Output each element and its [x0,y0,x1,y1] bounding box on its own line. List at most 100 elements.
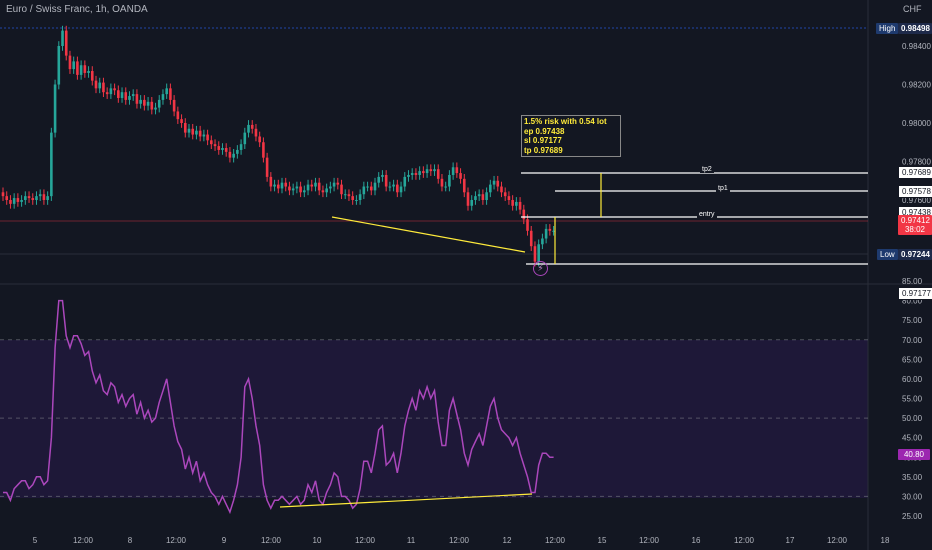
candle-body [451,167,455,175]
rsi-tick-label: 45.00 [902,434,923,443]
rsi-axis-ticks: 85.00 80.00 75.00 70.00 65.00 60.00 55.00 50.00… [902,277,923,521]
last-price-value: 0.97412 [901,216,930,225]
candle-body [120,92,124,98]
candle-body [183,123,187,133]
candle-body [68,55,72,70]
time-axis-ticks: 5 12:00 8 12:00 9 12:00 10 12:00 11 12:00 12 12:00 1… [33,536,890,545]
time-tick-label: 12:00 [449,536,470,545]
candle-body [358,194,362,200]
candle-body [306,184,310,191]
candle-body [384,174,388,187]
guide-lines [0,27,868,497]
time-tick-label: 12:00 [545,536,566,545]
candle-body [172,99,176,112]
candle-body [258,136,261,143]
candle-body [362,186,366,195]
candle-body [24,196,27,200]
time-tick-label: 9 [222,536,227,545]
note-line-1: 1.5% risk with 0.54 lot [524,117,607,126]
time-tick-label: 12:00 [734,536,755,545]
candle-body [280,182,284,189]
candle-body [336,182,340,185]
candle-body [381,174,384,177]
candle-body [332,182,336,187]
candle-body [42,194,46,200]
note-line-2: ep 0.97438 [524,126,565,136]
rsi-series [3,299,554,515]
rsi-tick-label: 35.00 [902,473,923,482]
candle-body [247,124,250,133]
candle-body [1,192,5,197]
candle-body [128,96,131,100]
candle-body [403,176,407,187]
candle-body [46,196,49,200]
time-tick-label: 17 [786,536,795,545]
candle-body [429,169,433,172]
candle-body [507,196,511,200]
candle-body [53,84,57,133]
candle-body [470,200,474,206]
price-tick-label: 0.98000 [902,119,931,128]
candle-body [165,88,168,95]
rsi-tick-label: 75.00 [902,316,923,325]
time-tick-label: 15 [598,536,607,545]
candle-body [191,128,195,135]
candle-body [254,128,258,137]
candle-body [269,176,273,187]
candle-body [57,46,61,85]
trade-levels [279,172,868,508]
candle-body [485,192,488,200]
candle-body [262,142,265,158]
candle-body [180,119,183,123]
lightning-icon[interactable]: ⚡ [533,261,548,276]
candle-body [388,186,392,188]
candle-body [250,124,254,129]
candle-body [433,169,436,172]
candle-body [477,194,481,197]
candle-body [239,144,243,150]
candle-body [176,111,180,120]
candle-body [146,101,150,106]
rsi-tick-label: 55.00 [902,395,923,404]
rsi-tick-label: 50.00 [902,414,923,423]
time-tick-label: 12:00 [73,536,94,545]
price-tick-label: 0.97800 [902,158,931,167]
candle-body [448,174,451,187]
candle-body [291,188,295,191]
candle-body [481,194,485,200]
candle-body [392,184,395,187]
candle-body [232,153,235,158]
candle-body [228,151,232,158]
candle-body [418,171,421,175]
candle-body [169,88,172,100]
candle-body [5,196,9,200]
candle-body [407,174,410,177]
candle-body [20,200,23,202]
price-trendline [331,216,526,253]
candle-body [310,184,314,187]
candle-body [72,61,75,70]
trade-note[interactable]: 1.5% risk with 0.54 lot ep 0.97438 sl 0.… [521,115,621,157]
candle-body [83,65,87,73]
candle-body [366,186,369,188]
candle-body [399,186,403,193]
rsi-tick-label: 80.00 [902,297,923,306]
low-label: Low [877,249,898,260]
tp1-label: tp1 [716,185,730,192]
candle-body [50,132,53,197]
candle-body [444,186,447,188]
candle-body [314,182,317,187]
candle-body [544,228,548,239]
candle-body [154,107,157,110]
candle-body [224,148,228,152]
candle-body [135,94,139,104]
note-line-3: sl 0.97177 [524,136,562,145]
candle-body [157,99,161,108]
candle-body [12,198,16,204]
rsi-tick-label: 85.00 [902,277,923,286]
rsi-value-tag: 40.80 [898,449,930,460]
candle-body [273,184,276,187]
candle-body [299,186,302,193]
candle-body [143,99,146,106]
